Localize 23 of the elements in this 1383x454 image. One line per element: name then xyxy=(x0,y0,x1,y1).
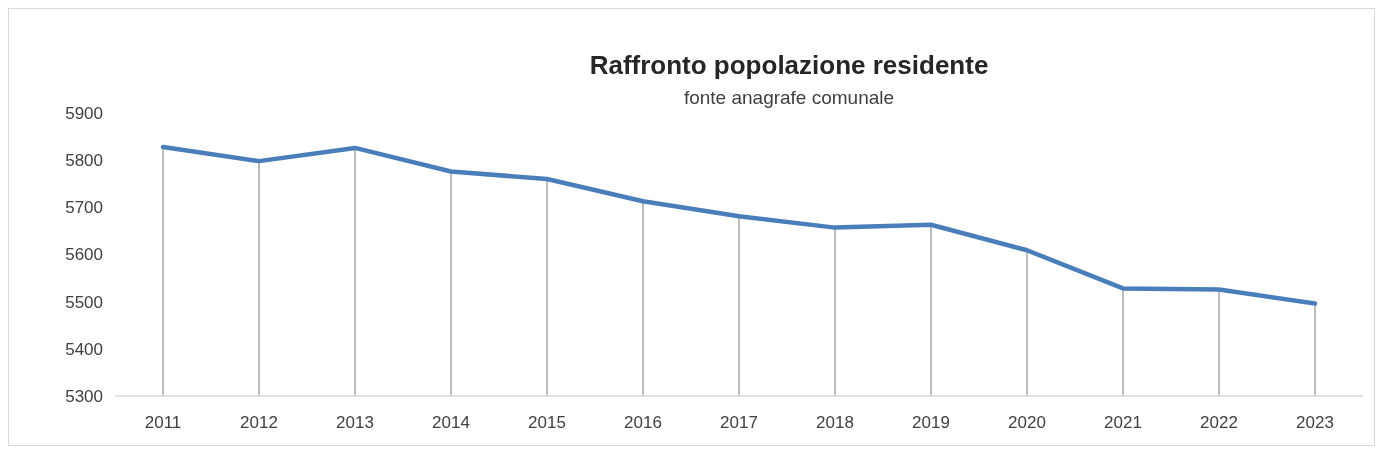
x-tick-label: 2012 xyxy=(240,413,278,432)
y-tick-label: 5300 xyxy=(65,386,103,406)
chart-title: Raffronto popolazione residente xyxy=(589,50,989,80)
line-series xyxy=(160,144,1318,306)
y-tick-label: 5600 xyxy=(65,245,103,265)
x-tick-label: 2015 xyxy=(528,413,566,432)
x-tick-label: 2017 xyxy=(720,413,758,432)
x-tick-label: 2022 xyxy=(1200,413,1238,432)
y-tick-label: 5500 xyxy=(65,292,103,312)
x-tick-label: 2018 xyxy=(816,413,854,432)
y-tick-label: 5400 xyxy=(65,339,103,359)
y-tick-label: 5900 xyxy=(65,103,103,123)
x-tick-label: 2011 xyxy=(144,413,182,432)
x-tick-label: 2016 xyxy=(624,413,662,432)
x-tick-label: 2019 xyxy=(912,413,950,432)
y-tick-label: 5700 xyxy=(65,198,103,218)
x-tick-label: 2021 xyxy=(1104,413,1142,432)
x-tick-label: 2020 xyxy=(1008,413,1046,432)
x-tick-label: 2023 xyxy=(1296,413,1334,432)
x-tick-label: 2014 xyxy=(432,413,470,432)
x-tick-label: 2013 xyxy=(336,413,374,432)
chart-subtitle: fonte anagrafe comunale xyxy=(683,87,895,108)
y-tick-label: 5800 xyxy=(65,151,103,171)
